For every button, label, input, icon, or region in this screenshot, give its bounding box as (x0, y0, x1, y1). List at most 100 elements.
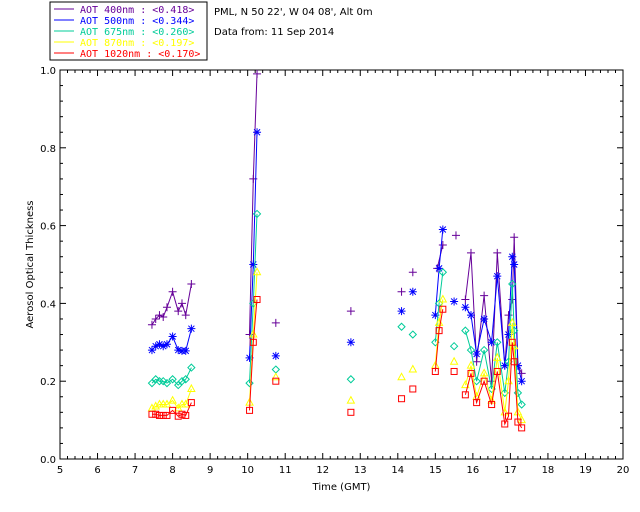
legend-label: AOT 870nm : <0.197> (80, 38, 194, 49)
data-point-diamond (181, 375, 190, 384)
data-point-plus (187, 279, 196, 288)
data-point-diamond (155, 376, 164, 386)
data-point-plus (408, 268, 417, 277)
data-point-triangle (479, 368, 489, 377)
data-point-plus (151, 314, 160, 323)
data-point-square (148, 410, 156, 418)
data-point-square (253, 296, 261, 304)
data-point-triangle (408, 364, 418, 373)
data-point-asterisk (249, 260, 258, 269)
data-point-asterisk (397, 307, 406, 316)
plot-area (59, 69, 624, 460)
data-point-asterisk (346, 338, 355, 347)
x-axis-title: Time (GMT) (312, 482, 371, 493)
data-point-triangle (162, 399, 172, 408)
data-point-diamond (479, 345, 489, 355)
data-point-square (187, 399, 195, 407)
series-line (249, 213, 258, 384)
data-point-diamond (487, 384, 496, 394)
y-axis: 0.0 0.2 0.4 0.6 0.8 1.0 (40, 66, 623, 466)
data-point-diamond (508, 279, 517, 289)
site-info: PML, N 50 22', W 04 08', Alt 0m Data fro… (214, 7, 373, 38)
data-point-plus (168, 287, 177, 296)
data-point-plus (461, 295, 470, 304)
data-point-asterisk (162, 340, 171, 349)
data-point-square (182, 411, 190, 419)
data-point-triangle (173, 403, 183, 412)
data-point-asterisk (508, 252, 517, 261)
data-point-diamond (168, 375, 177, 384)
data-point-plus (271, 318, 280, 327)
data-point-diamond (461, 326, 470, 335)
data-point-plus (159, 313, 168, 322)
x-tick-label: 8 (169, 465, 175, 476)
data-point-asterisk (174, 346, 183, 355)
legend-item-2: AOT 675nm : <0.260> (54, 27, 194, 38)
data-point-square (163, 411, 171, 419)
data-point-square (493, 367, 501, 375)
data-point-diamond (159, 376, 168, 386)
data-point-diamond (162, 378, 172, 388)
data-point-square (518, 424, 526, 432)
data-point-plus (147, 320, 156, 329)
legend-item-1: AOT 500nm : <0.344> (54, 16, 194, 27)
data-point-square (246, 406, 254, 414)
data-point-square (272, 377, 280, 385)
data-point-plus (451, 231, 460, 240)
data-point-square (510, 358, 518, 366)
data-point-asterisk (487, 338, 496, 347)
legend-item-3: AOT 870nm : <0.197> (54, 38, 194, 49)
data-point-diamond (397, 322, 406, 331)
data-date: Data from: 11 Sep 2014 (214, 27, 334, 38)
data-point-triangle (397, 372, 406, 381)
series-line (434, 299, 444, 366)
data-point-asterisk (271, 351, 280, 360)
data-point-triangle (346, 395, 356, 404)
x-axis: 5 6 7 8 9 10 11 12 13 14 15 16 17 18 19 20 (57, 70, 630, 476)
data-point-diamond (177, 376, 187, 386)
data-point-asterisk (480, 314, 489, 323)
data-point-plus (397, 287, 406, 296)
data-point-square (514, 418, 522, 426)
data-point-triangle (271, 372, 281, 381)
data-point-diamond (187, 363, 196, 372)
x-tick-label: 16 (466, 465, 479, 476)
data-point-square (155, 411, 163, 419)
data-point-plus (480, 291, 489, 300)
data-point-asterisk (187, 324, 196, 333)
data-point-triangle (492, 352, 502, 361)
data-point-diamond (472, 376, 481, 386)
x-tick-label: 20 (617, 465, 630, 476)
data-point-plus (510, 233, 519, 242)
data-point-triangle (181, 399, 191, 408)
data-point-asterisk (245, 353, 254, 362)
data-point-plus (174, 307, 183, 316)
data-point-asterisk (438, 225, 447, 234)
data-point-square (501, 420, 509, 428)
data-point-diamond (449, 341, 459, 351)
series-line (464, 322, 523, 421)
x-tick-label: 11 (279, 465, 292, 476)
data-point-asterisk (253, 128, 262, 137)
y-tick-label: 0.6 (40, 222, 56, 233)
data-point-square (508, 338, 516, 346)
data-point-square (473, 399, 481, 407)
y-tick-label: 0.2 (40, 377, 56, 388)
legend: AOT 400nm : <0.418>AOT 500nm : <0.344>AO… (49, 1, 208, 61)
data-point-triangle (438, 294, 448, 303)
legend-label: AOT 500nm : <0.344> (80, 16, 194, 27)
x-tick-label: 12 (316, 465, 329, 476)
data-point-plus (181, 311, 190, 320)
data-point-asterisk (431, 311, 440, 320)
data-point-triangle (252, 267, 262, 276)
data-point-asterisk (147, 346, 156, 355)
y-tick-label: 0.8 (40, 144, 56, 155)
x-tick-label: 10 (241, 465, 254, 476)
data-point-asterisk (466, 311, 475, 320)
x-tick-label: 6 (94, 465, 100, 476)
data-point-plus (346, 307, 355, 316)
series-line (464, 256, 523, 382)
x-tick-label: 14 (391, 465, 404, 476)
series-line (434, 309, 444, 372)
